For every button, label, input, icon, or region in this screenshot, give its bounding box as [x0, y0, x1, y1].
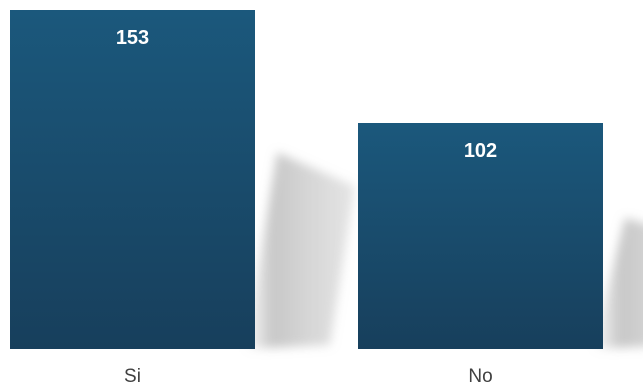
bar-shadows [245, 152, 643, 349]
bar-shadow-si [245, 152, 355, 349]
bar-shadow-no [593, 217, 643, 349]
x-tick-label-si: Si [124, 366, 141, 387]
value-label-no: 102 [464, 140, 497, 162]
value-labels-group: 153 102 [116, 27, 497, 162]
value-label-si: 153 [116, 27, 149, 49]
bars-group [10, 10, 603, 349]
x-tick-label-no: No [468, 366, 492, 387]
bar-si [10, 10, 255, 349]
x-axis-tick-labels: Si No [124, 366, 493, 387]
bar-no [358, 123, 603, 349]
